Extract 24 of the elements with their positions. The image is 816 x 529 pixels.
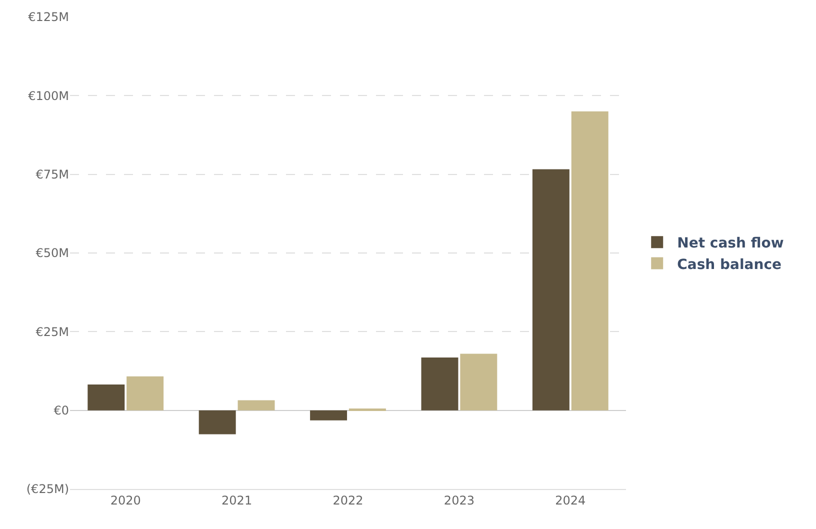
bar — [532, 169, 570, 410]
y-tick-label: €100M — [28, 88, 69, 103]
y-tick-label: (€25M) — [26, 482, 69, 496]
legend-label: Net cash flow — [677, 236, 784, 252]
y-tick-label: €125M — [28, 10, 69, 24]
y-tick-label: €75M — [36, 168, 69, 182]
bar — [126, 376, 164, 410]
bar — [421, 357, 458, 410]
bar — [310, 410, 348, 420]
bar — [238, 400, 275, 410]
x-tick-label: 2022 — [332, 493, 364, 508]
x-tick-label: 2023 — [444, 493, 474, 508]
x-tick-label: 2024 — [555, 493, 586, 508]
y-tick-label: €0 — [54, 404, 69, 418]
bar — [571, 111, 608, 410]
bar — [198, 410, 236, 434]
y-tick-label: €50M — [36, 246, 69, 260]
bar — [348, 408, 386, 411]
x-tick-label: 2021 — [222, 493, 252, 508]
bar — [88, 384, 125, 410]
y-tick-label: €25M — [36, 324, 69, 339]
bar — [460, 354, 498, 410]
legend-label: Cash balance — [677, 256, 782, 273]
x-tick-label: 2020 — [110, 493, 141, 508]
